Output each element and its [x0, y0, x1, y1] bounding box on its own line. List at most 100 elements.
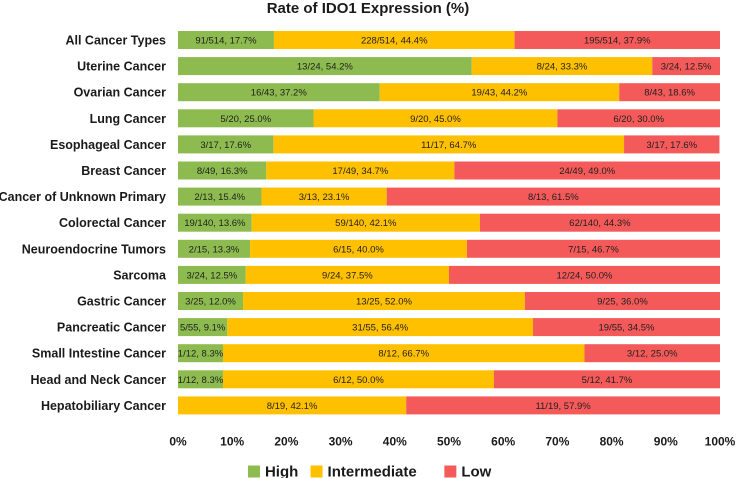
data-label-intermediate-pancreatic-cancer: 31/55, 56.4% [352, 323, 409, 334]
category-labels: All Cancer Types Uterine Cancer Ovarian Ca… [0, 34, 167, 413]
x-tick-label: 90% [654, 435, 678, 449]
bar-intermediate-all-cancer-types [273, 31, 515, 49]
data-label-low-lung-cancer: 6/20, 30.0% [613, 114, 664, 125]
x-tick-label: 50% [437, 435, 461, 449]
x-tick-label: 80% [600, 435, 624, 449]
bar-low-gastric-cancer [524, 292, 720, 310]
bar-intermediate-gastric-cancer [243, 292, 525, 310]
bar-high-uterine-cancer [178, 57, 472, 76]
bar-high-cancer-of-unknown-primary [178, 187, 262, 206]
legend-label-high: High [265, 464, 298, 478]
bar-intermediate-head-and-neck-cancer [222, 370, 494, 389]
category-label-neuroendocrine-tumors: Neuroendocrine Tumors [22, 242, 166, 256]
x-tick-label: 60% [491, 435, 515, 449]
data-label-intermediate-esophageal-cancer: 11/17, 64.7% [421, 140, 477, 151]
bars-group: 91/514, 17.7% 228/514, 44.4% 195/514, 37.9… [178, 31, 720, 415]
bar-high-ovarian-cancer [178, 83, 380, 102]
bar-high-head-and-neck-cancer [178, 370, 223, 389]
data-label-high-all-cancer-types: 91/514, 17.7% [195, 36, 257, 47]
data-label-high-small-intestine-cancer: 1/12, 8.3% [178, 349, 224, 360]
bar-low-hepatobiliary-cancer [406, 396, 720, 415]
data-label-low-breast-cancer: 24/49, 49.0% [559, 166, 616, 177]
data-label-low-hepatobiliary-cancer: 11/19, 57.9% [535, 401, 591, 412]
data-label-low-sarcoma: 12/24, 50.0% [557, 270, 614, 281]
x-tick-label: 30% [329, 435, 353, 449]
category-label-breast-cancer: Breast Cancer [81, 164, 166, 178]
data-label-high-gastric-cancer: 3/25, 12.0% [185, 297, 236, 308]
bar-intermediate-sarcoma [245, 265, 449, 284]
bar-high-gastric-cancer [178, 292, 244, 310]
data-label-low-neuroendocrine-tumors: 7/15, 46.7% [568, 244, 619, 255]
data-label-intermediate-head-and-neck-cancer: 6/12, 50.0% [333, 375, 384, 386]
category-label-cancer-of-unknown-primary: Cancer of Unknown Primary [0, 190, 166, 204]
data-label-intermediate-small-intestine-cancer: 8/12, 66.7% [378, 349, 429, 360]
data-label-intermediate-hepatobiliary-cancer: 8/19, 42.1% [267, 401, 318, 412]
data-label-low-uterine-cancer: 3/24, 12.5% [661, 62, 712, 73]
data-label-high-breast-cancer: 8/49, 16.3% [197, 166, 248, 177]
bar-high-colorectal-cancer [178, 213, 252, 232]
bar-intermediate-hepatobiliary-cancer [178, 396, 407, 415]
bar-low-head-and-neck-cancer [493, 370, 720, 389]
category-label-colorectal-cancer: Colorectal Cancer [59, 216, 166, 230]
data-label-high-cancer-of-unknown-primary: 2/13, 15.4% [194, 192, 245, 203]
bar-high-pancreatic-cancer [178, 318, 228, 337]
bar-low-pancreatic-cancer [533, 318, 720, 337]
data-label-intermediate-gastric-cancer: 13/25, 52.0% [356, 297, 413, 308]
data-label-high-lung-cancer: 5/20, 25.0% [220, 114, 271, 125]
category-label-gastric-cancer: Gastric Cancer [77, 295, 166, 309]
category-label-lung-cancer: Lung Cancer [90, 112, 167, 126]
bar-intermediate-cancer-of-unknown-primary [261, 187, 387, 206]
legend-swatch-low [444, 465, 457, 478]
data-label-intermediate-ovarian-cancer: 19/43, 44.2% [471, 88, 528, 99]
data-label-high-colorectal-cancer: 19/140, 13.6% [184, 218, 246, 229]
bar-low-breast-cancer [454, 161, 720, 180]
bar-high-all-cancer-types [178, 31, 274, 49]
data-label-low-head-and-neck-cancer: 5/12, 41.7% [582, 375, 633, 386]
bar-low-small-intestine-cancer [584, 344, 720, 363]
bar-low-all-cancer-types [514, 31, 720, 49]
bar-intermediate-lung-cancer [313, 109, 558, 128]
legend-swatch-intermediate [310, 465, 323, 478]
bar-high-neuroendocrine-tumors [178, 239, 251, 258]
bar-low-lung-cancer [557, 109, 720, 128]
x-tick-label: 40% [383, 435, 407, 449]
bar-high-lung-cancer [178, 109, 314, 128]
data-label-intermediate-breast-cancer: 17/49, 34.7% [332, 166, 389, 177]
x-tick-label: 0% [169, 435, 187, 449]
data-label-intermediate-uterine-cancer: 8/24, 33.3% [537, 62, 588, 73]
data-label-high-neuroendocrine-tumors: 2/15, 13.3% [189, 244, 240, 255]
data-label-high-esophageal-cancer: 3/17, 17.6% [200, 140, 251, 151]
data-label-intermediate-sarcoma: 9/24, 37.5% [322, 270, 373, 281]
data-label-high-pancreatic-cancer: 5/55, 9.1% [180, 323, 226, 334]
x-axis-ticks: 0% 10% 20% 30% 40% 50% 60% 70% 80% 90% 100% [169, 435, 735, 449]
bar-intermediate-esophageal-cancer [273, 135, 625, 154]
data-label-low-small-intestine-cancer: 3/12, 25.0% [627, 349, 678, 360]
bar-low-uterine-cancer [652, 57, 720, 76]
legend: High Intermediate Low [247, 464, 492, 478]
x-tick-label: 100% [705, 435, 736, 449]
data-label-high-sarcoma: 3/24, 12.5% [187, 270, 238, 281]
data-label-high-head-and-neck-cancer: 1/12, 8.3% [178, 375, 224, 386]
bar-intermediate-colorectal-cancer [251, 213, 480, 232]
legend-label-low: Low [461, 464, 491, 478]
bar-low-cancer-of-unknown-primary [386, 187, 720, 206]
category-label-head-and-neck-cancer: Head and Neck Cancer [31, 373, 167, 387]
data-label-low-colorectal-cancer: 62/140, 44.3% [569, 218, 631, 229]
bar-intermediate-ovarian-cancer [379, 83, 620, 102]
category-label-hepatobiliary-cancer: Hepatobiliary Cancer [41, 399, 166, 413]
bar-high-esophageal-cancer [178, 135, 274, 154]
bar-low-esophageal-cancer [624, 135, 720, 154]
category-label-pancreatic-cancer: Pancreatic Cancer [57, 321, 166, 335]
data-label-high-uterine-cancer: 13/24, 54.2% [297, 62, 354, 73]
data-label-intermediate-lung-cancer: 9/20, 45.0% [410, 114, 461, 125]
category-label-small-intestine-cancer: Small Intestine Cancer [32, 347, 166, 361]
data-label-low-gastric-cancer: 9/25, 36.0% [597, 297, 648, 308]
bar-low-colorectal-cancer [479, 213, 720, 232]
category-label-ovarian-cancer: Ovarian Cancer [74, 86, 167, 100]
bar-low-sarcoma [449, 265, 720, 284]
bar-high-breast-cancer [178, 161, 267, 180]
data-label-intermediate-neuroendocrine-tumors: 6/15, 40.0% [333, 244, 384, 255]
x-tick-label: 20% [274, 435, 298, 449]
data-label-intermediate-all-cancer-types: 228/514, 44.4% [361, 36, 428, 47]
